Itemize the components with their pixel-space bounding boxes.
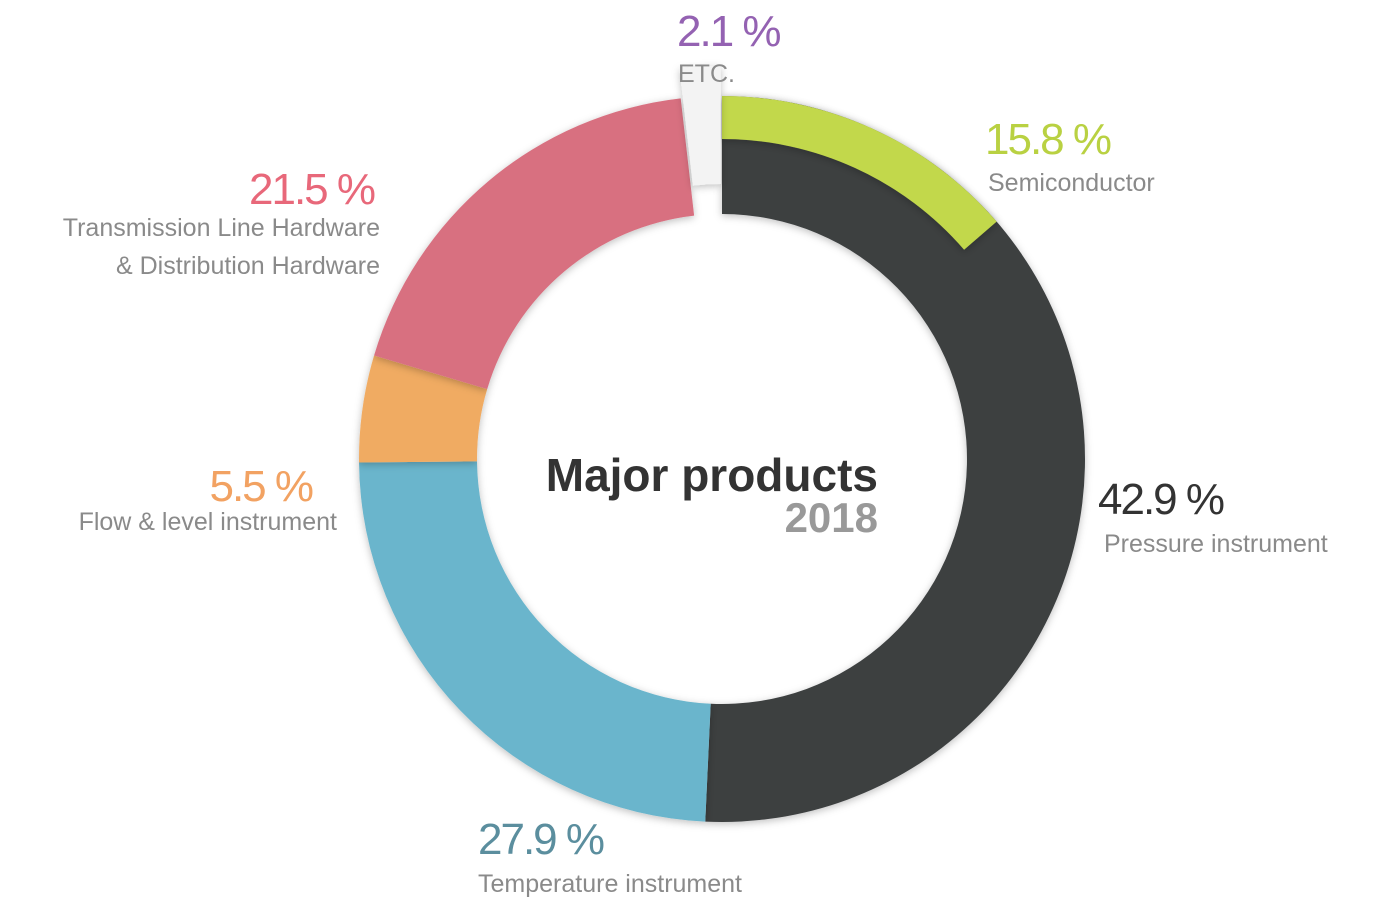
slices — [359, 66, 1085, 822]
value-label: 15.8 % — [985, 115, 1112, 164]
donut-slice — [705, 96, 1085, 822]
donut-slice — [374, 98, 695, 390]
category-label: Pressure instrument — [1104, 530, 1328, 558]
value-label: 21.5 % — [249, 165, 376, 214]
value-label: 27.9 % — [478, 815, 605, 864]
donut-slice — [722, 96, 997, 250]
category-label: Transmission Line Hardware & Distributio… — [62, 214, 380, 280]
value-label: 42.9 % — [1098, 475, 1225, 524]
donut-slice — [359, 461, 711, 822]
value-label: 2.1 % — [677, 7, 782, 56]
donut-slice — [679, 66, 721, 186]
center-title: Major products — [545, 449, 878, 501]
value-label: 5.5 % — [209, 462, 314, 511]
donut-slice — [359, 355, 488, 463]
category-label: Semiconductor — [988, 169, 1155, 197]
category-label: ETC. — [678, 60, 735, 88]
category-label: Flow & level instrument — [78, 508, 337, 536]
center-subtitle: 2018 — [784, 494, 878, 541]
category-label: Temperature instrument — [478, 870, 743, 898]
